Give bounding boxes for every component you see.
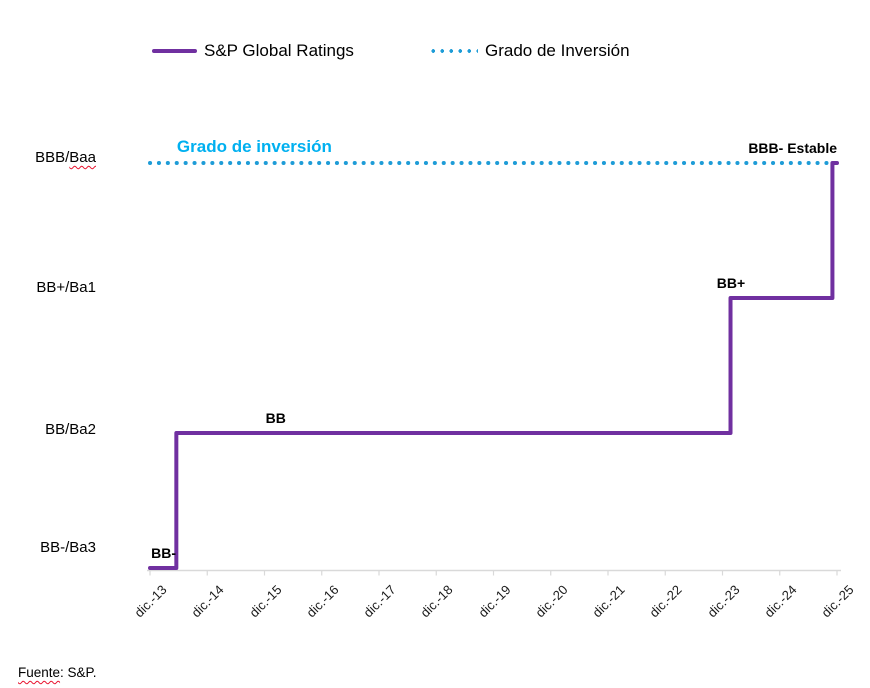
- source-note-rest: : S&P.: [60, 665, 97, 680]
- legend-swatch-dotted-line: [431, 48, 478, 53]
- x-axis-label: dic.-15: [245, 582, 285, 621]
- legend-label: S&P Global Ratings: [204, 41, 354, 60]
- y-axis-label: BB-/Ba3: [40, 539, 96, 556]
- x-axis-label: dic.-20: [532, 582, 571, 621]
- rating-annotation: BB: [265, 410, 286, 426]
- x-axis-label: dic.-19: [474, 582, 514, 621]
- legend-item-grado-de-inversion: Grado de Inversión: [431, 39, 630, 62]
- x-axis-label: dic.-18: [417, 582, 456, 621]
- x-axis-label: dic.-24: [761, 582, 800, 621]
- rating-annotation: BB+: [716, 275, 746, 291]
- y-axis-label: BBB/Baa: [0, 149, 96, 167]
- x-axis-label: dic.-14: [188, 582, 227, 621]
- sp-ratings-step-line: [148, 161, 839, 570]
- source-note-word: Fuente: [18, 665, 61, 680]
- investment-grade-caption: Grado de inversión: [176, 137, 332, 156]
- x-axis-label: dic.-16: [303, 582, 342, 621]
- legend-label: Grado de Inversión: [485, 41, 630, 60]
- x-axis-label: dic.-22: [646, 582, 685, 621]
- legend-item-sp-global-ratings: S&P Global Ratings: [152, 39, 354, 62]
- source-note: Fuente: S&P.: [18, 665, 97, 680]
- y-axis-label: BB/Ba2: [45, 421, 96, 438]
- x-axis-label: dic.-25: [818, 582, 857, 621]
- x-axis-label: dic.-23: [703, 582, 743, 621]
- y-axis-label-spellcheck-text: Baa: [69, 149, 96, 166]
- legend-swatch-solid-line: [152, 48, 197, 53]
- x-axis-label: dic.-13: [131, 582, 170, 621]
- y-axis-label: BB+/Ba1: [36, 279, 96, 296]
- rating-annotation: BBB- Estable: [748, 140, 837, 156]
- x-axis-label: dic.-17: [360, 582, 399, 621]
- rating-annotation: BB-: [151, 545, 177, 561]
- y-axis-label-text: BBB/: [35, 149, 70, 166]
- x-axis-label: dic.-21: [589, 582, 628, 621]
